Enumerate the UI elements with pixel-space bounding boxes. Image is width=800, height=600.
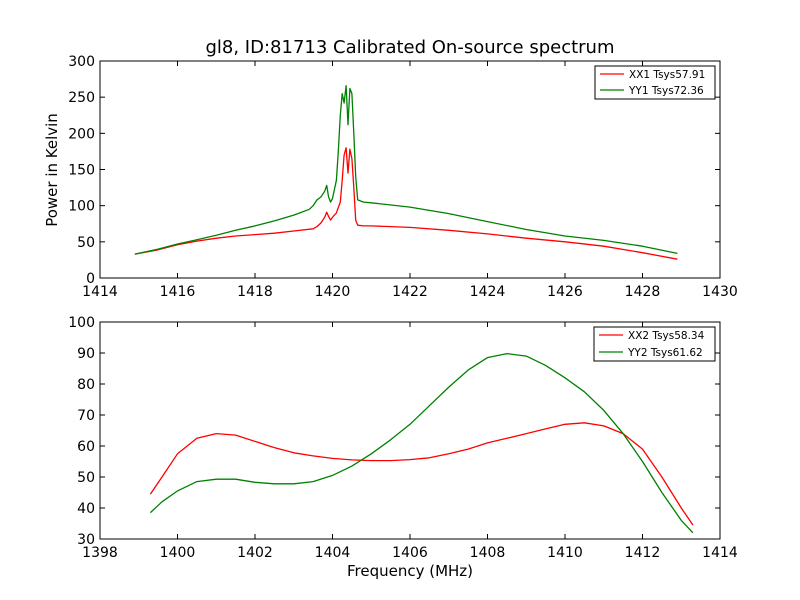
x-tick-label: 1404 <box>315 545 351 561</box>
x-tick-label: 1408 <box>470 545 506 561</box>
x-tick-label: 1420 <box>315 284 351 300</box>
bottom-chart: Frequency (MHz) 1398 1400 1402 1404 1406 1408… <box>68 315 738 580</box>
x-tick-label: 1402 <box>237 545 273 561</box>
x-tick-label: 1426 <box>547 284 583 300</box>
legend-box <box>594 65 716 100</box>
y-tick-label: 90 <box>77 346 95 362</box>
bottom-chart-series <box>149 352 694 534</box>
x-tick-label: 1418 <box>237 284 273 300</box>
x-tick-label: 1416 <box>160 284 196 300</box>
x-tick-label: 1422 <box>392 284 428 300</box>
y-tick-label: 80 <box>77 377 95 393</box>
y-tick-label: 150 <box>68 163 95 179</box>
series-line-yy1 <box>134 84 678 255</box>
legend-label-xx2: XX2 Tsys58.34 <box>628 330 705 342</box>
bottom-chart-ticks: 1398 1400 1402 1404 1406 1408 1410 1412 1414 30 40… <box>68 315 738 561</box>
legend-label-yy2: YY2 Tsys61.62 <box>627 347 703 359</box>
legend-box <box>593 326 716 362</box>
y-tick-label: 250 <box>68 90 95 106</box>
y-tick-label: 30 <box>77 532 95 548</box>
series-line-xx2 <box>149 422 694 526</box>
top-chart: gl8, ID:81713 Calibrated On-source spect… <box>43 37 738 300</box>
y-axis-label: Power in Kelvin <box>43 113 61 227</box>
y-tick-label: 70 <box>77 408 95 424</box>
top-chart-legend: XX1 Tsys57.91 YY1 Tsys72.36 <box>594 65 716 100</box>
x-tick-label: 1414 <box>702 545 738 561</box>
y-tick-label: 60 <box>77 439 95 455</box>
bottom-chart-frame <box>99 321 721 540</box>
top-chart-series <box>134 84 678 260</box>
y-tick-label: 50 <box>77 235 95 251</box>
top-chart-ticks: 1414 1416 1418 1420 1422 1424 1426 1428 1430 0 50 1… <box>68 54 738 300</box>
x-tick-label: 1410 <box>547 545 583 561</box>
y-tick-label: 40 <box>77 501 95 517</box>
x-axis-label: Frequency (MHz) <box>347 562 473 580</box>
x-tick-label: 1430 <box>702 284 738 300</box>
chart-title: gl8, ID:81713 Calibrated On-source spect… <box>205 37 614 58</box>
x-tick-label: 1412 <box>625 545 661 561</box>
top-chart-frame <box>99 60 721 279</box>
x-tick-label: 1428 <box>625 284 661 300</box>
series-line-yy2 <box>149 352 694 534</box>
y-tick-label: 200 <box>68 126 95 142</box>
x-tick-label: 1424 <box>470 284 506 300</box>
y-tick-label: 100 <box>68 315 95 331</box>
series-line-xx1 <box>134 147 678 260</box>
y-tick-label: 0 <box>86 271 95 287</box>
legend-label-xx1: XX1 Tsys57.91 <box>629 69 705 81</box>
x-tick-label: 1398 <box>82 545 118 561</box>
x-tick-label: 1400 <box>160 545 196 561</box>
legend-label-yy1: YY1 Tsys72.36 <box>628 85 704 97</box>
y-tick-label: 100 <box>68 199 95 215</box>
x-tick-label: 1406 <box>392 545 428 561</box>
y-tick-label: 300 <box>68 54 95 70</box>
bottom-chart-legend: XX2 Tsys58.34 YY2 Tsys61.62 <box>593 326 716 362</box>
x-tick-label: 1414 <box>82 284 118 300</box>
y-tick-label: 50 <box>77 470 95 486</box>
